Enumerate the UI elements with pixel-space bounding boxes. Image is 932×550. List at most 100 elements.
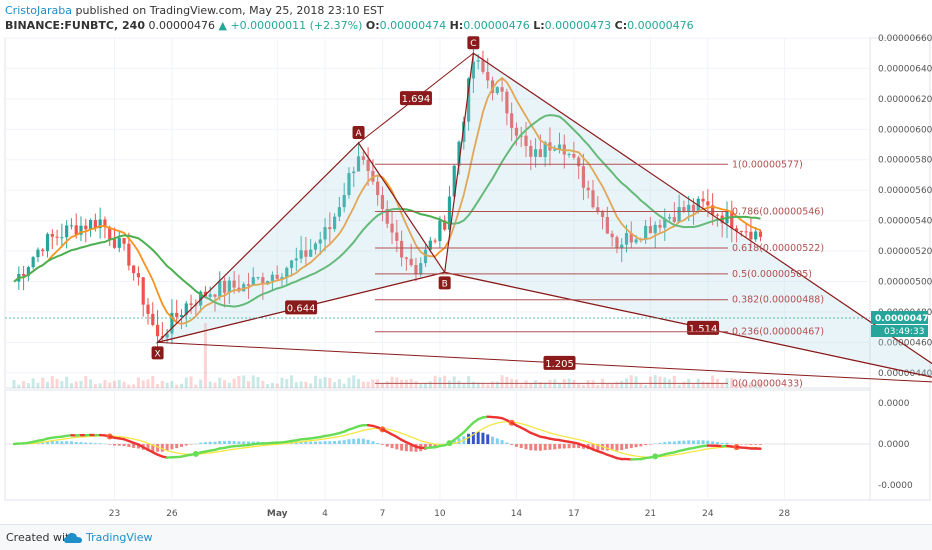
x-tick-label: 17 (568, 509, 579, 519)
candle-body (227, 280, 231, 293)
candle (510, 102, 514, 142)
candle-body (208, 294, 212, 297)
candle-body (529, 145, 533, 157)
macd-y-tick: 0.0000 (878, 440, 910, 450)
macd-histogram-bar (93, 443, 97, 444)
volume-bar (74, 381, 78, 388)
candle-body (510, 113, 514, 128)
tradingview-cloud-icon[interactable] (64, 532, 82, 544)
candle (103, 216, 107, 239)
candle-body (155, 324, 160, 337)
chart-canvas[interactable]: 0.00000660 0.00000640 0.00000620 0.00000600… (0, 0, 932, 524)
volume-bar (218, 377, 222, 388)
macd-histogram-bar (304, 441, 308, 444)
macd-histogram-bar (175, 444, 179, 449)
candle-body (734, 228, 739, 232)
candle (69, 218, 74, 230)
x-tick-label: 14 (511, 509, 523, 519)
macd-histogram-bar (634, 444, 638, 448)
low-value: 0.00000473 (544, 19, 612, 32)
fib-label: 0.618(0.00000522) (732, 243, 824, 254)
macd-histogram-bar (189, 444, 193, 445)
candle (98, 207, 102, 239)
volume-bar (414, 381, 418, 388)
macd-histogram-bar (577, 444, 581, 449)
candle (218, 271, 222, 301)
macd-histogram-bar (701, 440, 705, 444)
last-price: 0.00000476 (148, 19, 215, 32)
macd-histogram-bar (682, 440, 686, 444)
macd-histogram-bar (596, 444, 600, 451)
macd-histogram-bar (648, 444, 652, 445)
macd-histogram-bar (223, 441, 227, 444)
macd-histogram-bar (500, 440, 504, 444)
author-link[interactable]: CristoJaraba (5, 4, 73, 17)
ma-fast-line (13, 76, 761, 325)
open-label: O: (365, 19, 380, 32)
candle-body (294, 258, 298, 261)
candle (447, 186, 452, 233)
volume-bar (333, 382, 337, 388)
volume-bar (639, 383, 643, 388)
candle-body (605, 217, 609, 234)
candle (270, 271, 275, 290)
candle (289, 259, 294, 277)
macd-histogram-bar (428, 444, 432, 449)
symbol-label[interactable]: BINANCE:FUNBTC, 240 (5, 19, 145, 32)
tradingview-link[interactable]: TradingView (86, 531, 153, 544)
volume-bar (424, 383, 428, 388)
macd-histogram-bar (677, 440, 681, 444)
pattern-point-label: B (442, 279, 448, 289)
volume-bar (457, 380, 461, 388)
volume-bar (313, 375, 317, 388)
candle (136, 266, 141, 286)
candle-body (562, 144, 566, 155)
candle-body (586, 187, 590, 191)
macd-histogram-bar (318, 441, 322, 444)
candle-body (691, 204, 696, 211)
candle-body (366, 159, 370, 171)
macd-histogram-bar (208, 441, 212, 444)
candle (730, 200, 734, 243)
macd-histogram-bar (653, 443, 657, 444)
macd-histogram-bar (519, 444, 523, 449)
candle-body (462, 121, 466, 142)
candle-body (299, 250, 303, 259)
pattern-point-b[interactable] (438, 276, 451, 290)
pattern-point-c[interactable] (467, 36, 480, 50)
candle (677, 194, 681, 224)
pattern-point-x[interactable] (151, 346, 164, 360)
volume-bar (605, 384, 609, 388)
pattern-point-a[interactable] (352, 126, 365, 139)
volume-bar (127, 384, 131, 388)
candle-body (304, 250, 308, 257)
macd-histogram-bar (237, 441, 241, 444)
macd-histogram-bar (615, 444, 619, 451)
candle (529, 139, 533, 171)
candle-body (701, 198, 705, 202)
volume-bar (505, 376, 509, 388)
candle (246, 272, 251, 300)
volume-bar (366, 381, 370, 388)
candle-body (385, 208, 389, 224)
volume-bar (720, 383, 724, 388)
volume-bar (280, 377, 284, 388)
candle-body (122, 237, 126, 244)
candle-body (376, 181, 380, 196)
candle-body (538, 149, 542, 158)
macd-histogram-bar (534, 444, 538, 451)
candle (170, 299, 174, 345)
candle-body (591, 190, 595, 208)
volume-bar (586, 380, 590, 388)
macd-histogram-bar (122, 444, 126, 447)
macd-histogram-bar (242, 441, 246, 444)
macd-histogram-bar (400, 444, 404, 451)
candle (701, 191, 705, 208)
price-scale[interactable] (869, 37, 931, 501)
candle (610, 230, 614, 247)
macd-histogram-bar (347, 439, 351, 444)
ma-slow-line (13, 114, 761, 308)
volume-bar (653, 375, 657, 388)
macd-histogram-bar (376, 442, 380, 444)
